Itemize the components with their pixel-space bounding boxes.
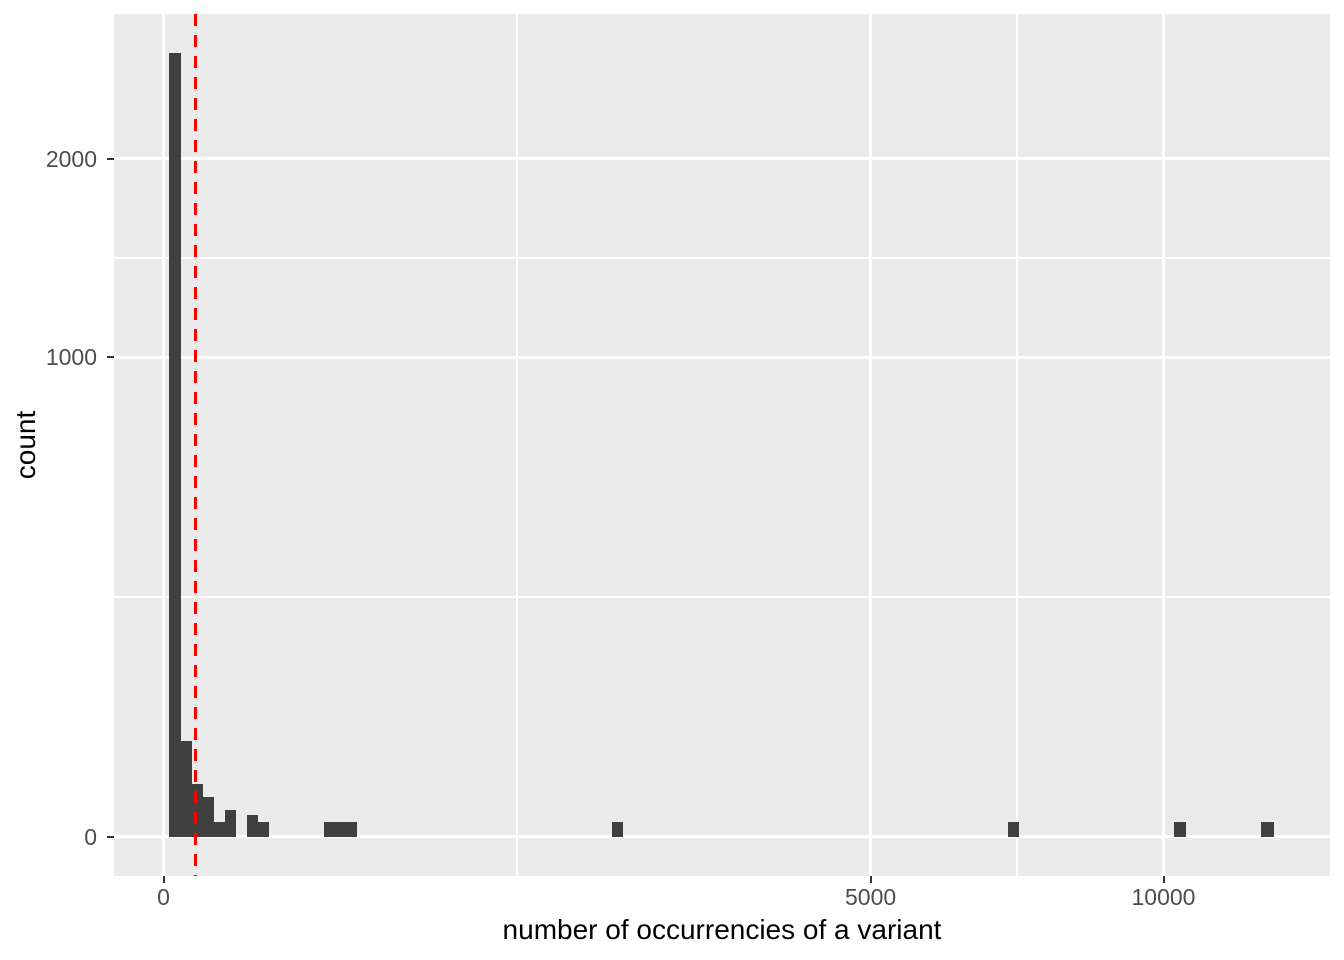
gridline-minor-y bbox=[114, 257, 1330, 260]
gridline-major-x bbox=[1162, 14, 1165, 876]
gridline-major-x bbox=[869, 14, 873, 876]
histogram-bar bbox=[611, 821, 624, 837]
x-axis-tick bbox=[162, 876, 165, 883]
gridline-major-x bbox=[162, 14, 165, 876]
x-axis-tick-label: 5000 bbox=[845, 884, 897, 910]
x-axis-title: number of occurrencies of a variant bbox=[502, 914, 942, 945]
y-axis-title: count bbox=[10, 410, 41, 480]
gridline-minor-y bbox=[114, 595, 1330, 598]
histogram-bar bbox=[258, 821, 269, 837]
x-axis-tick bbox=[1162, 876, 1165, 883]
x-axis-tick bbox=[869, 876, 872, 883]
histogram-bar bbox=[202, 796, 214, 837]
histogram-bar bbox=[213, 821, 226, 837]
x-axis-tick-label: 0 bbox=[157, 884, 170, 910]
y-axis-tick-label: 0 bbox=[84, 823, 97, 850]
y-axis-tick-label: 2000 bbox=[45, 145, 97, 172]
histogram-bar bbox=[1174, 821, 1187, 837]
y-axis-tick bbox=[107, 157, 114, 160]
y-axis-tick bbox=[107, 835, 114, 838]
gridline-major-y bbox=[114, 355, 1330, 359]
histogram-bar bbox=[1260, 821, 1275, 837]
gridline-minor-x bbox=[1016, 14, 1019, 876]
x-axis-tick-label: 10000 bbox=[1131, 884, 1196, 910]
gridline-minor-x bbox=[516, 14, 519, 876]
threshold-vline bbox=[193, 14, 197, 876]
histogram-bar bbox=[1007, 821, 1020, 837]
histogram-bar bbox=[323, 821, 357, 837]
y-axis-tick-label: 1000 bbox=[45, 344, 97, 371]
plot-panel bbox=[114, 14, 1330, 876]
histogram-bar bbox=[247, 815, 259, 837]
histogram-bar bbox=[181, 740, 192, 837]
histogram-bar bbox=[169, 53, 182, 837]
gridline-major-y bbox=[114, 835, 1330, 839]
gridline-major-y bbox=[114, 157, 1330, 161]
y-axis-tick bbox=[107, 356, 114, 359]
histogram-bar bbox=[191, 784, 203, 837]
histogram-bar bbox=[225, 810, 237, 837]
